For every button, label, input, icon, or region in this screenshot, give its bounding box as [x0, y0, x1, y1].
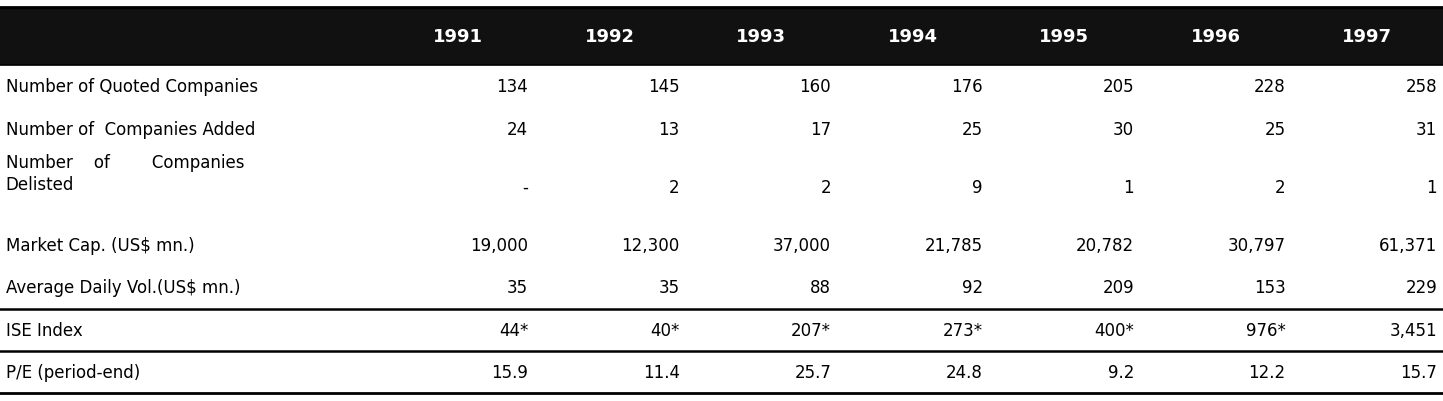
- Text: 15.9: 15.9: [491, 363, 528, 381]
- Text: 176: 176: [951, 78, 983, 96]
- Text: 17: 17: [810, 120, 831, 138]
- Text: 1992: 1992: [584, 28, 635, 46]
- Text: 44*: 44*: [499, 321, 528, 339]
- Text: 35: 35: [658, 279, 680, 297]
- Text: 25: 25: [961, 120, 983, 138]
- Text: 134: 134: [496, 78, 528, 96]
- Text: 9: 9: [973, 178, 983, 196]
- Text: 2: 2: [1276, 178, 1286, 196]
- Text: 30: 30: [1113, 120, 1134, 138]
- Text: 1995: 1995: [1039, 28, 1089, 46]
- Text: Number    of        Companies
Delisted: Number of Companies Delisted: [6, 154, 244, 194]
- Text: 153: 153: [1254, 279, 1286, 297]
- Text: 258: 258: [1405, 78, 1437, 96]
- Text: 228: 228: [1254, 78, 1286, 96]
- Text: 40*: 40*: [651, 321, 680, 339]
- Text: 1993: 1993: [736, 28, 786, 46]
- Text: ISE Index: ISE Index: [6, 321, 82, 339]
- Text: 400*: 400*: [1094, 321, 1134, 339]
- Text: Average Daily Vol.(US$ mn.): Average Daily Vol.(US$ mn.): [6, 279, 241, 297]
- Text: Number of Quoted Companies: Number of Quoted Companies: [6, 78, 258, 96]
- Text: 145: 145: [648, 78, 680, 96]
- Text: 37,000: 37,000: [773, 237, 831, 255]
- Text: 160: 160: [799, 78, 831, 96]
- Text: 31: 31: [1416, 120, 1437, 138]
- Text: 30,797: 30,797: [1228, 237, 1286, 255]
- Text: 11.4: 11.4: [642, 363, 680, 381]
- Text: 12.2: 12.2: [1248, 363, 1286, 381]
- Text: 2: 2: [821, 178, 831, 196]
- Bar: [0, 8, 1443, 66]
- Text: Number of  Companies Added: Number of Companies Added: [6, 120, 255, 138]
- Text: 88: 88: [810, 279, 831, 297]
- Text: 13: 13: [658, 120, 680, 138]
- Text: 3,451: 3,451: [1390, 321, 1437, 339]
- Text: 1991: 1991: [433, 28, 483, 46]
- Text: -: -: [522, 178, 528, 196]
- Text: 12,300: 12,300: [622, 237, 680, 255]
- Text: 25.7: 25.7: [794, 363, 831, 381]
- Text: 61,371: 61,371: [1380, 237, 1437, 255]
- Text: 209: 209: [1102, 279, 1134, 297]
- Text: 976*: 976*: [1245, 321, 1286, 339]
- Text: 9.2: 9.2: [1108, 363, 1134, 381]
- Text: 35: 35: [506, 279, 528, 297]
- Text: 25: 25: [1264, 120, 1286, 138]
- Text: 273*: 273*: [942, 321, 983, 339]
- Text: 205: 205: [1102, 78, 1134, 96]
- Text: 1: 1: [1427, 178, 1437, 196]
- Text: 1994: 1994: [887, 28, 938, 46]
- Text: 21,785: 21,785: [925, 237, 983, 255]
- Text: 229: 229: [1405, 279, 1437, 297]
- Text: Market Cap. (US$ mn.): Market Cap. (US$ mn.): [6, 237, 195, 255]
- Text: P/E (period-end): P/E (period-end): [6, 363, 140, 381]
- Text: 1997: 1997: [1342, 28, 1392, 46]
- Text: 19,000: 19,000: [470, 237, 528, 255]
- Text: 24: 24: [506, 120, 528, 138]
- Text: 92: 92: [961, 279, 983, 297]
- Text: 2: 2: [670, 178, 680, 196]
- Text: 1: 1: [1124, 178, 1134, 196]
- Text: 24.8: 24.8: [945, 363, 983, 381]
- Text: 15.7: 15.7: [1400, 363, 1437, 381]
- Text: 207*: 207*: [791, 321, 831, 339]
- Text: 20,782: 20,782: [1076, 237, 1134, 255]
- Text: 1996: 1996: [1190, 28, 1241, 46]
